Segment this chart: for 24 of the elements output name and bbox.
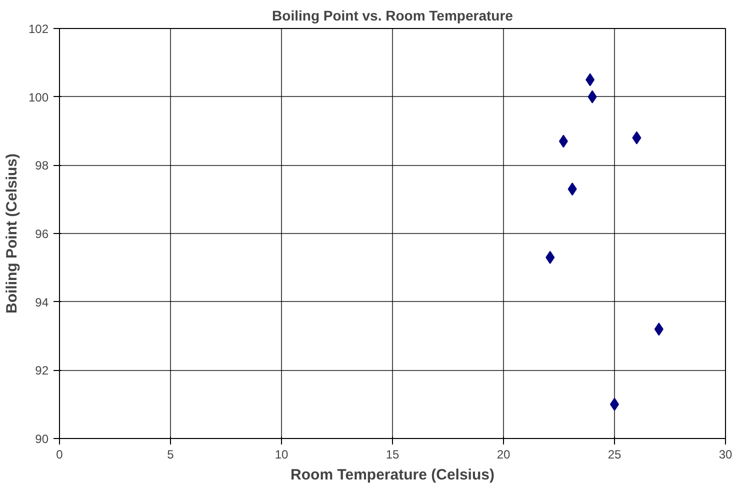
point [586, 73, 595, 86]
y-tick-label: 92 [35, 364, 49, 378]
y-tick-label: 96 [35, 227, 49, 241]
x-axis-title: Room Temperature (Celsius) [290, 466, 494, 484]
point [568, 182, 577, 196]
x-tick-label: 15 [386, 448, 400, 462]
x-tick-label: 10 [274, 448, 288, 462]
point [558, 134, 568, 148]
x-tick-label: 30 [718, 448, 732, 462]
x-tick-label: 5 [167, 448, 174, 462]
point [632, 131, 642, 144]
y-tick-label: 98 [35, 158, 49, 173]
x-tick-label: 0 [56, 448, 64, 462]
chart-title: Boiling Point vs. Room Temperature [272, 8, 514, 24]
x-tick-label: 20 [496, 448, 510, 462]
y-tick-label: 102 [28, 22, 49, 36]
point [546, 250, 555, 264]
y-tick-label: 94 [35, 295, 49, 310]
y-tick-label: 100 [28, 90, 49, 104]
point [654, 322, 664, 336]
x-tick-label: 25 [608, 448, 622, 462]
y-axis-title: Boiling Point (Celsius) [3, 153, 20, 314]
y-tick-label: 90 [35, 432, 49, 446]
point [588, 90, 597, 104]
